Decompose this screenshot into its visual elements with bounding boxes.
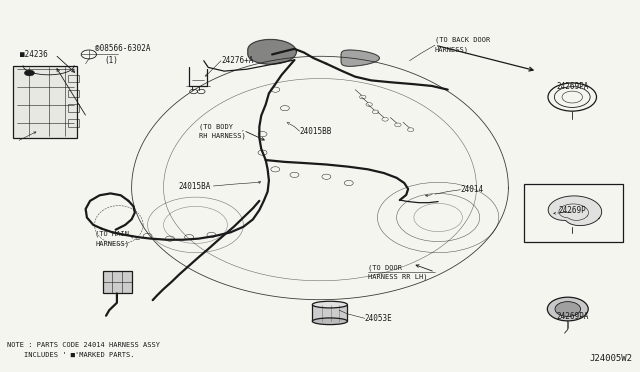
Text: (TO BACK DOOR: (TO BACK DOOR — [435, 36, 490, 43]
Text: 24269PA: 24269PA — [556, 82, 588, 91]
Circle shape — [547, 297, 588, 321]
Text: (1): (1) — [104, 56, 118, 65]
Text: ®08566-6302A: ®08566-6302A — [95, 44, 150, 53]
Text: 24269PA: 24269PA — [556, 312, 588, 321]
Text: NOTE : PARTS CODE 24014 HARNESS ASSY: NOTE : PARTS CODE 24014 HARNESS ASSY — [7, 341, 160, 347]
Text: 24014: 24014 — [461, 185, 484, 194]
Polygon shape — [248, 39, 296, 64]
Text: 24269P: 24269P — [558, 206, 586, 215]
Text: (TO BODY: (TO BODY — [198, 124, 233, 130]
Circle shape — [555, 302, 580, 317]
Text: HARNESS): HARNESS) — [435, 46, 469, 53]
Bar — [524, 184, 623, 241]
Text: HARNESS): HARNESS) — [95, 240, 129, 247]
Text: 24015BB: 24015BB — [300, 126, 332, 136]
Bar — [68, 75, 79, 82]
Bar — [68, 90, 79, 97]
Bar — [312, 305, 348, 321]
Ellipse shape — [312, 318, 348, 325]
Text: 24015BA: 24015BA — [178, 182, 211, 190]
Text: ■24236: ■24236 — [20, 50, 47, 59]
Ellipse shape — [312, 301, 348, 308]
Circle shape — [24, 70, 35, 76]
Text: (TO DOOR: (TO DOOR — [368, 264, 402, 271]
Text: 24276+A: 24276+A — [221, 56, 253, 65]
Text: (TO MAIN: (TO MAIN — [95, 231, 129, 237]
Text: HARNESS RR LH): HARNESS RR LH) — [368, 273, 428, 280]
Bar — [68, 119, 79, 127]
Bar — [103, 271, 132, 294]
Text: INCLUDES ' ■'MARKED PARTS.: INCLUDES ' ■'MARKED PARTS. — [7, 352, 134, 357]
Polygon shape — [341, 50, 380, 66]
Text: RH HARNESS): RH HARNESS) — [198, 133, 245, 139]
Text: J24005W2: J24005W2 — [590, 354, 633, 363]
Polygon shape — [548, 196, 602, 225]
Bar — [13, 65, 77, 138]
Text: 24053E: 24053E — [365, 314, 392, 323]
Bar — [68, 105, 79, 112]
